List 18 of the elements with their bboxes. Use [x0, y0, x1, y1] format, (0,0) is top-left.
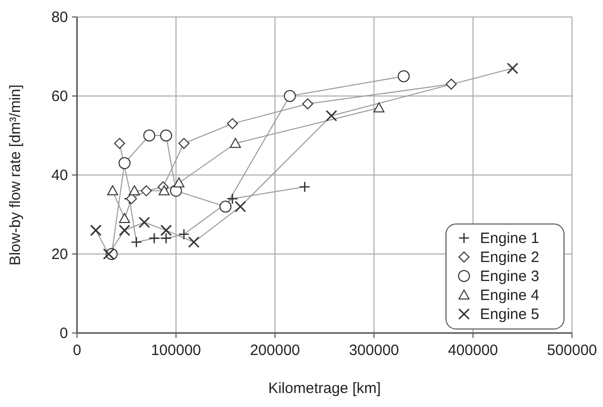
- y-tick-label: 60: [51, 88, 68, 105]
- y-axis-title: Blow-by flow rate [dm³/min]: [7, 84, 24, 266]
- legend-label: Engine 2: [480, 249, 540, 266]
- legend-label: Engine 4: [480, 287, 540, 304]
- y-tick-label: 40: [51, 167, 68, 184]
- x-tick-label: 0: [72, 342, 82, 359]
- legend-label: Engine 1: [480, 230, 540, 247]
- x-tick-label: 200000: [250, 342, 300, 359]
- legend-label: Engine 3: [480, 268, 540, 285]
- y-tick-label: 20: [51, 246, 68, 263]
- x-tick-label: 100000: [150, 342, 202, 359]
- y-tick-label: 80: [51, 9, 68, 26]
- x-axis-title: Kilometrage [km]: [268, 380, 381, 397]
- x-tick-label: 400000: [448, 342, 498, 359]
- legend-label: Engine 5: [480, 306, 540, 323]
- x-tick-label: 300000: [348, 342, 400, 359]
- x-tick-label: 500000: [546, 342, 598, 359]
- y-tick-label: 0: [60, 325, 68, 342]
